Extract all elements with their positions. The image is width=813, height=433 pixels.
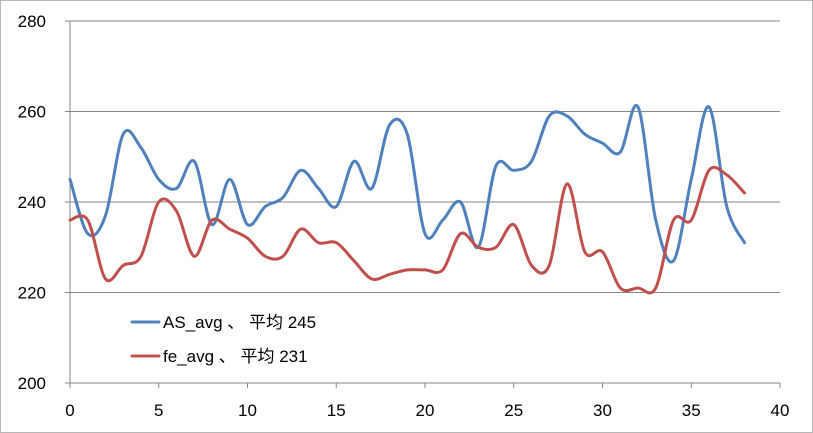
series-lines	[68, 103, 746, 295]
legend: AS_avg 、 平均 245 fe_avg 、 平均 231	[130, 313, 316, 366]
y-tick-label-240: 240	[18, 193, 46, 212]
x-tick-label-35: 35	[682, 401, 701, 420]
series-line-fe-avg	[68, 165, 746, 295]
x-tick-label-20: 20	[416, 401, 435, 420]
axes: 200 220 240 260 280 0 5 10 15 20 25 30 35 40	[18, 12, 790, 420]
legend-label-fe-avg: fe_avg 、 平均 231	[163, 347, 308, 366]
x-tick-label-5: 5	[154, 401, 163, 420]
y-tick-label-220: 220	[18, 284, 46, 303]
legend-label-as-avg: AS_avg 、 平均 245	[163, 313, 316, 332]
x-tick-label-15: 15	[327, 401, 346, 420]
x-tick-label-10: 10	[238, 401, 257, 420]
x-tick-label-0: 0	[65, 401, 74, 420]
x-tick-label-25: 25	[504, 401, 523, 420]
x-tick-label-40: 40	[771, 401, 790, 420]
y-tick-label-280: 280	[18, 12, 46, 31]
y-tick-label-200: 200	[18, 374, 46, 393]
series-line-as-avg	[68, 103, 746, 264]
grid-lines	[70, 20, 780, 293]
y-tick-label-260: 260	[18, 103, 46, 122]
x-tick-label-30: 30	[593, 401, 612, 420]
